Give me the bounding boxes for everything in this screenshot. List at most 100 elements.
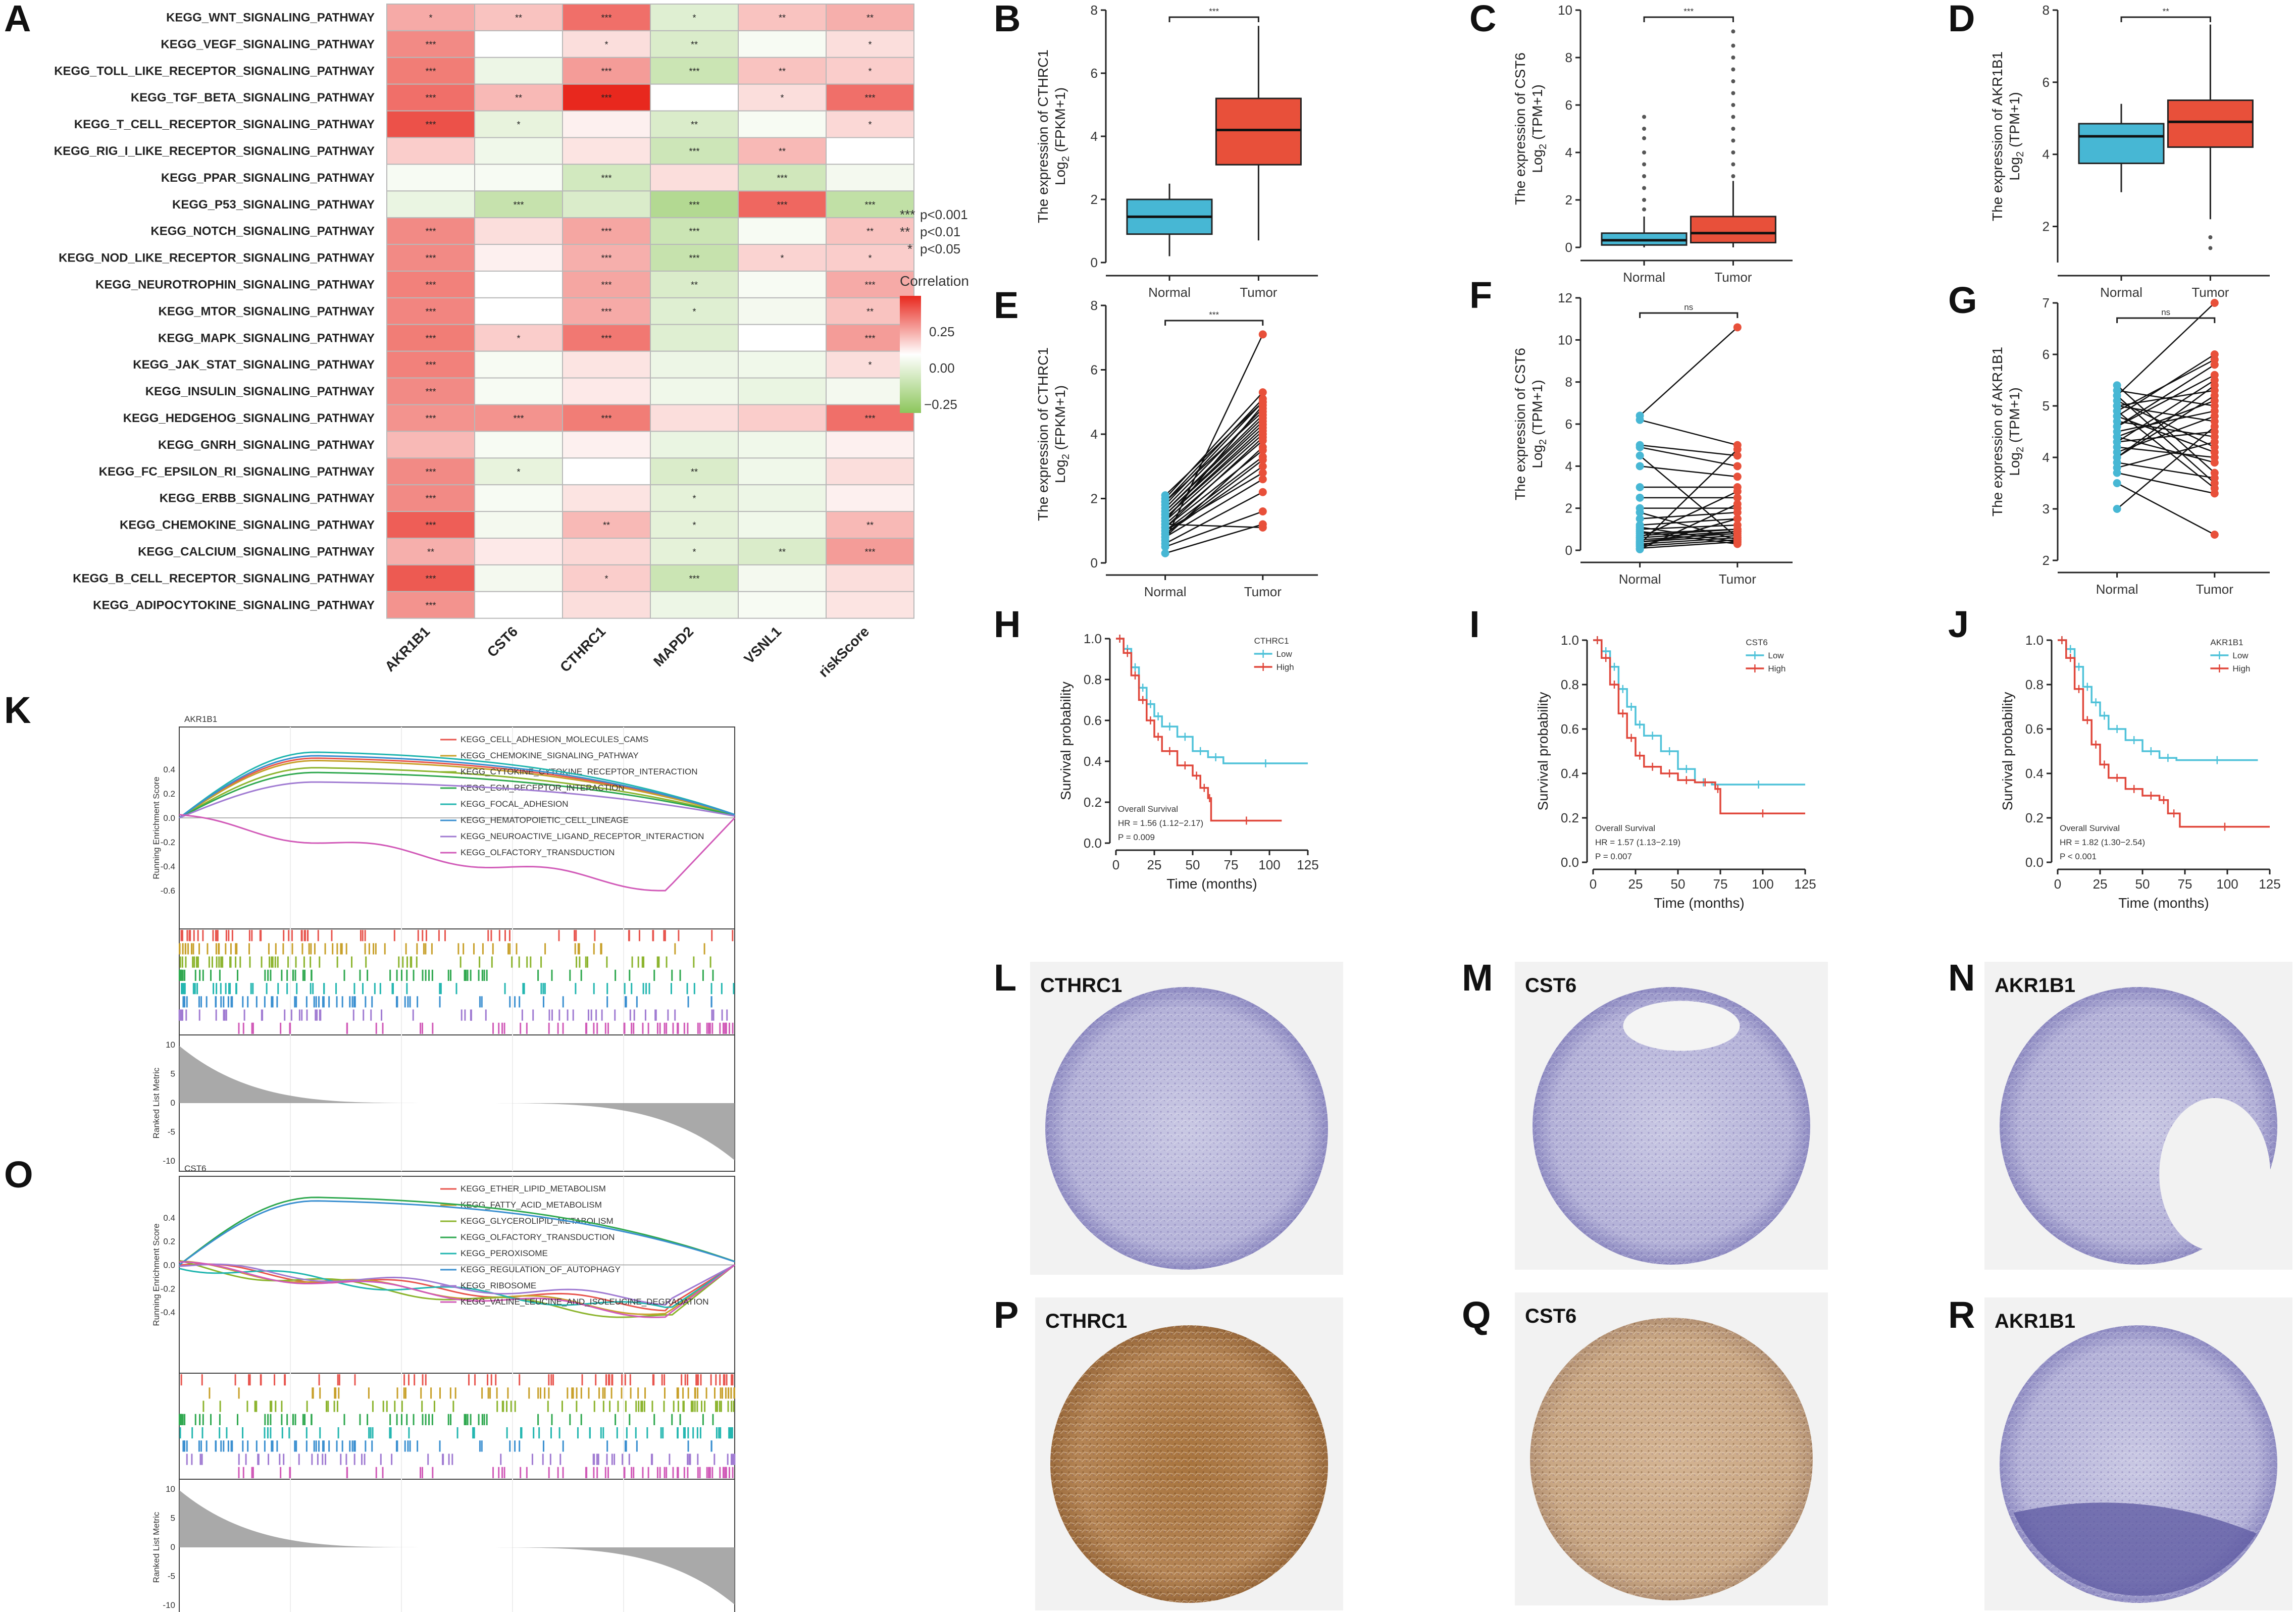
ihc-tissue-texture xyxy=(1050,1325,1328,1603)
heatmap-cell xyxy=(826,30,914,58)
y-label-subscript: 2 xyxy=(1060,454,1072,459)
y-label-subscript: 2 xyxy=(1538,439,1549,445)
heatmap-star: *** xyxy=(425,120,436,130)
heatmap-star: * xyxy=(517,120,520,130)
heatmap-star: * xyxy=(780,253,784,264)
heatmap-star: * xyxy=(868,66,872,76)
y-axis-label: The expression of CST6 Log2 (TPM+1) xyxy=(1512,348,1549,500)
heatmap-cell xyxy=(650,110,739,138)
y-tick-label: 0.4 xyxy=(2025,766,2044,781)
panel-i-survival: I 0.0 0.2 0.4 0.6 0.8 1.0 0 25 50 75 100 125 Time (mo… xyxy=(1469,603,1816,911)
normal-point xyxy=(2113,505,2121,513)
heatmap-cell xyxy=(474,30,563,58)
gsea-title: CST6 xyxy=(184,1164,206,1173)
significance-bracket xyxy=(1168,16,1259,22)
heatmap-star: *** xyxy=(601,253,611,264)
heatmap-star: *** xyxy=(601,333,611,343)
y-tick-label: 0.0 xyxy=(1084,836,1102,851)
heatmap-cell xyxy=(562,190,651,219)
y-label-line2: Log xyxy=(1529,445,1545,469)
panel-label-o: O xyxy=(4,1154,33,1195)
paired-line xyxy=(2116,385,2215,458)
colorbar-tick-high: 0.25 xyxy=(929,324,955,339)
heatmap-column-label: riskScore xyxy=(815,623,872,680)
heatmap-cell xyxy=(474,271,563,298)
panel-label-q: Q xyxy=(1462,1294,1491,1336)
gsea-legend-label: KEGG_OLFACTORY_TRANSDUCTION xyxy=(461,1232,615,1242)
normal-point xyxy=(1636,538,1644,546)
heatmap-cell xyxy=(386,431,475,459)
box-outlier xyxy=(1642,136,1646,140)
heatmap-star: ** xyxy=(866,227,874,237)
sig-legend-stars-0: *** xyxy=(900,207,915,222)
km-legend-label: High xyxy=(1277,662,1294,672)
gsea-metric-tick: 10 xyxy=(166,1484,175,1494)
y-label-subscript: 2 xyxy=(2015,447,2026,452)
y-axis-label: The expression of AKR1B1 Log2 (TPM+1) xyxy=(1989,51,2026,221)
tumor-point xyxy=(1258,398,1267,406)
paired-line xyxy=(2117,446,2215,458)
km-legend-label: Low xyxy=(1277,649,1293,659)
ihc-images: L M N P Q R CTHRC1 CST6 AKR1B1 CTHRC1 CST6 AK… xyxy=(994,957,2292,1610)
heatmap-row-label: KEGG_INSULIN_SIGNALING_PATHWAY xyxy=(145,385,375,398)
heatmap-star: * xyxy=(868,120,872,130)
heatmap-cell xyxy=(386,591,475,619)
tumor-point xyxy=(2210,531,2219,539)
heatmap-cell xyxy=(474,564,563,592)
gsea-metric-tick: -5 xyxy=(168,1127,175,1137)
gsea-legend-label: KEGG_HEMATOPOIETIC_CELL_LINEAGE xyxy=(461,815,629,825)
y-tick-label: 5 xyxy=(2043,398,2050,413)
heatmap-star: * xyxy=(517,333,520,343)
heatmap-star: *** xyxy=(425,360,436,370)
x-tick-label: Normal xyxy=(2096,582,2138,597)
tumor-point xyxy=(1733,487,1742,496)
heatmap-cell xyxy=(562,538,651,565)
paired-line xyxy=(2117,359,2215,412)
panel-label-p: P xyxy=(994,1294,1018,1336)
paired-line xyxy=(1640,526,1738,543)
paired-line xyxy=(2116,395,2215,484)
heatmap-cell xyxy=(386,324,475,352)
x-tick-label: Tumor xyxy=(2191,285,2229,300)
gsea-legend-label: KEGG_CHEMOKINE_SIGNALING_PATHWAY xyxy=(461,751,639,760)
heatmap-cell xyxy=(826,457,914,486)
heatmap-star: ** xyxy=(515,13,522,23)
paired-line xyxy=(2117,482,2215,536)
normal-point xyxy=(1636,483,1644,491)
significance-legend: *** p<0.001 ** p<0.01 * p<0.05 xyxy=(900,207,968,256)
heatmap-star: *** xyxy=(864,93,875,103)
heatmap-star: *** xyxy=(513,200,524,210)
heatmap-cell xyxy=(474,217,563,245)
heatmap-star: *** xyxy=(689,146,699,157)
ihc-image-l: CTHRC1 xyxy=(1030,962,1343,1275)
heatmap-cell xyxy=(738,538,827,565)
normal-point xyxy=(1636,514,1644,523)
normal-point xyxy=(1161,520,1169,529)
gsea-es-curve xyxy=(179,1261,735,1318)
heatmap-star: *** xyxy=(601,173,611,183)
paired-line xyxy=(1640,535,1738,543)
gsea-es-curve xyxy=(179,767,735,819)
significance-label: *** xyxy=(1209,310,1219,320)
paired-line xyxy=(1639,327,1738,417)
heatmap-cell xyxy=(826,591,914,619)
heatmap-star: *** xyxy=(689,574,699,584)
box-outlier xyxy=(1642,150,1646,154)
gsea-metric-tick: 0 xyxy=(171,1542,175,1552)
x-tick-label: Tumor xyxy=(1244,584,1282,599)
gsea-ranked-metric xyxy=(179,1490,735,1605)
heatmap-star: *** xyxy=(601,93,611,103)
heatmap-cell xyxy=(738,164,827,192)
heatmap-cell xyxy=(650,538,739,565)
normal-point xyxy=(1636,462,1644,471)
paired-line xyxy=(1164,459,1263,535)
significance-bracket xyxy=(1643,16,1734,22)
tumor-point xyxy=(2210,371,2219,379)
km-legend-title: CTHRC1 xyxy=(1254,636,1289,646)
normal-point xyxy=(1161,497,1169,506)
heatmap-cell xyxy=(474,190,563,219)
y-tick-label: 0 xyxy=(1091,555,1098,570)
heatmap-cell xyxy=(386,350,475,379)
heatmap-star: * xyxy=(868,39,872,49)
km-stat-text: P < 0.001 xyxy=(2060,852,2097,861)
